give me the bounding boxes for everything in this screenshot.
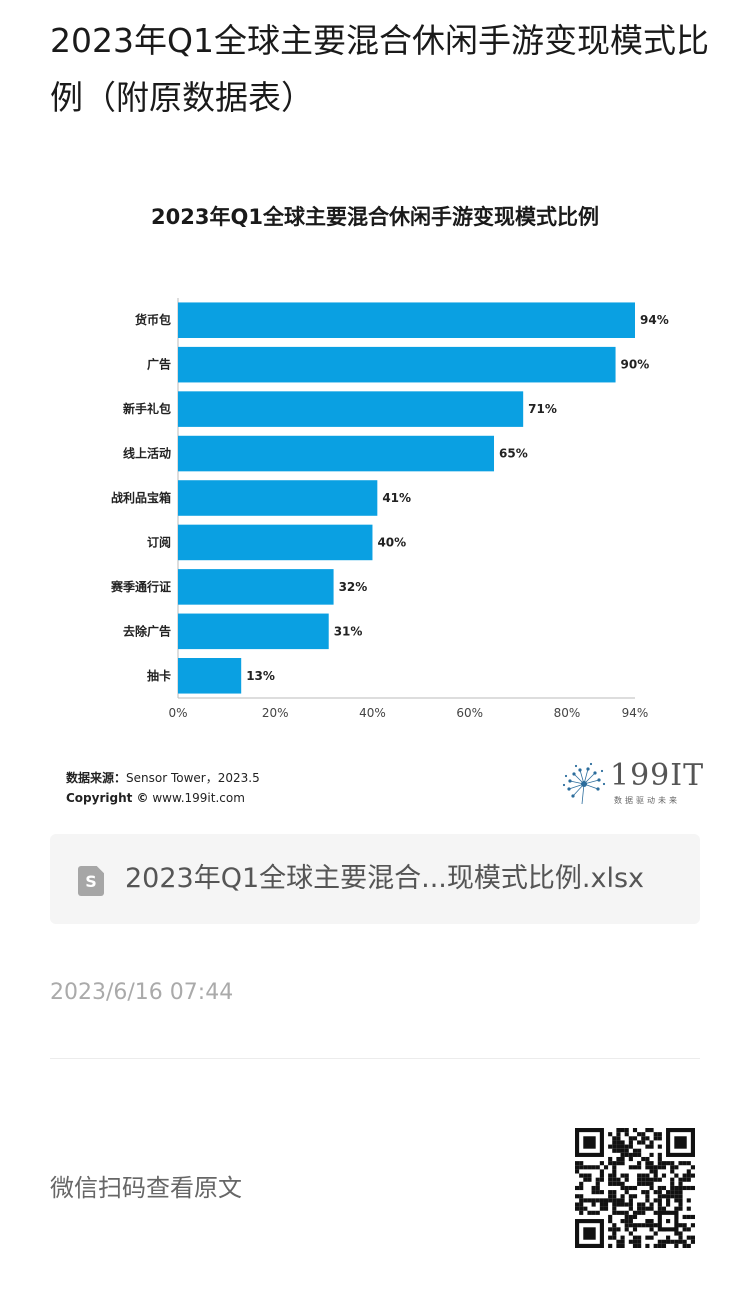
bar-1 <box>178 302 635 338</box>
publish-timestamp: 2023/6/16 07:44 <box>50 980 234 1005</box>
bar-2 <box>178 346 616 383</box>
divider <box>50 1058 700 1059</box>
source-label: 数据来源： <box>66 771 127 785</box>
attachment-filename[interactable]: 2023年Q1全球主要混合...现模式比例.xlsx <box>125 863 644 894</box>
qr-code-icon[interactable] <box>575 1128 695 1248</box>
x-tick-label: 0% <box>168 706 187 720</box>
category-label: 战利品宝箱 <box>111 490 171 505</box>
category-label: 货币包 <box>135 312 171 327</box>
logo-dandelion-icon <box>562 762 606 805</box>
logo-199it: 199IT 数据驱动未来 <box>560 758 703 806</box>
logo-text: 199IT <box>610 758 705 793</box>
x-tick-label: 20% <box>262 706 289 720</box>
data-label: 94% <box>640 313 669 327</box>
chart-source: 数据来源：Sensor Tower，2023.5 Copyright © www… <box>66 768 260 808</box>
category-label: 订阅 <box>147 534 171 549</box>
category-label: 新手礼包 <box>123 401 171 416</box>
category-label: 抽卡 <box>147 668 171 683</box>
data-label: 71% <box>528 402 557 416</box>
spreadsheet-file-icon <box>78 866 104 896</box>
scan-to-view-text: 微信扫码查看原文 <box>50 1174 242 1202</box>
data-label: 31% <box>334 624 363 638</box>
bar-6 <box>178 524 373 561</box>
x-tick-label: 60% <box>456 706 483 720</box>
category-label: 去除广告 <box>123 623 171 638</box>
bar-4 <box>178 435 495 472</box>
category-label: 赛季通行证 <box>110 579 171 594</box>
data-label: 32% <box>339 580 368 594</box>
x-tick-label: 94% <box>622 706 649 720</box>
data-label: 65% <box>499 447 528 461</box>
source-text: Sensor Tower，2023.5 <box>126 771 260 785</box>
logo-subtitle: 数据驱动未来 <box>614 796 680 805</box>
bar-8 <box>178 613 329 650</box>
bar-5 <box>178 480 378 516</box>
chart-title: 2023年Q1全球主要混合休闲手游变现模式比例 <box>151 205 599 229</box>
bar-3 <box>178 391 524 427</box>
data-label: 13% <box>246 669 275 683</box>
category-label: 线上活动 <box>123 446 171 461</box>
category-label: 广告 <box>147 357 171 372</box>
data-label: 41% <box>382 491 411 505</box>
copyright-text: www.199it.com <box>148 791 245 805</box>
copyright-label: Copyright © <box>66 791 149 805</box>
chart-image: 2023年Q1全球主要混合休闲手游变现模式比例货币包 94% 广告 90% 新手礼包 71… <box>50 170 703 820</box>
attachment-card[interactable]: 2023年Q1全球主要混合...现模式比例.xlsx <box>50 834 700 924</box>
data-label: 40% <box>377 535 406 549</box>
bar-9 <box>178 658 242 694</box>
bar-7 <box>178 569 334 605</box>
data-label: 90% <box>621 358 650 372</box>
x-tick-label: 80% <box>554 706 581 720</box>
article-title: 2023年Q1全球主要混合休闲手游变现模式比例（附原数据表） <box>50 21 709 117</box>
x-tick-label: 40% <box>359 706 386 720</box>
